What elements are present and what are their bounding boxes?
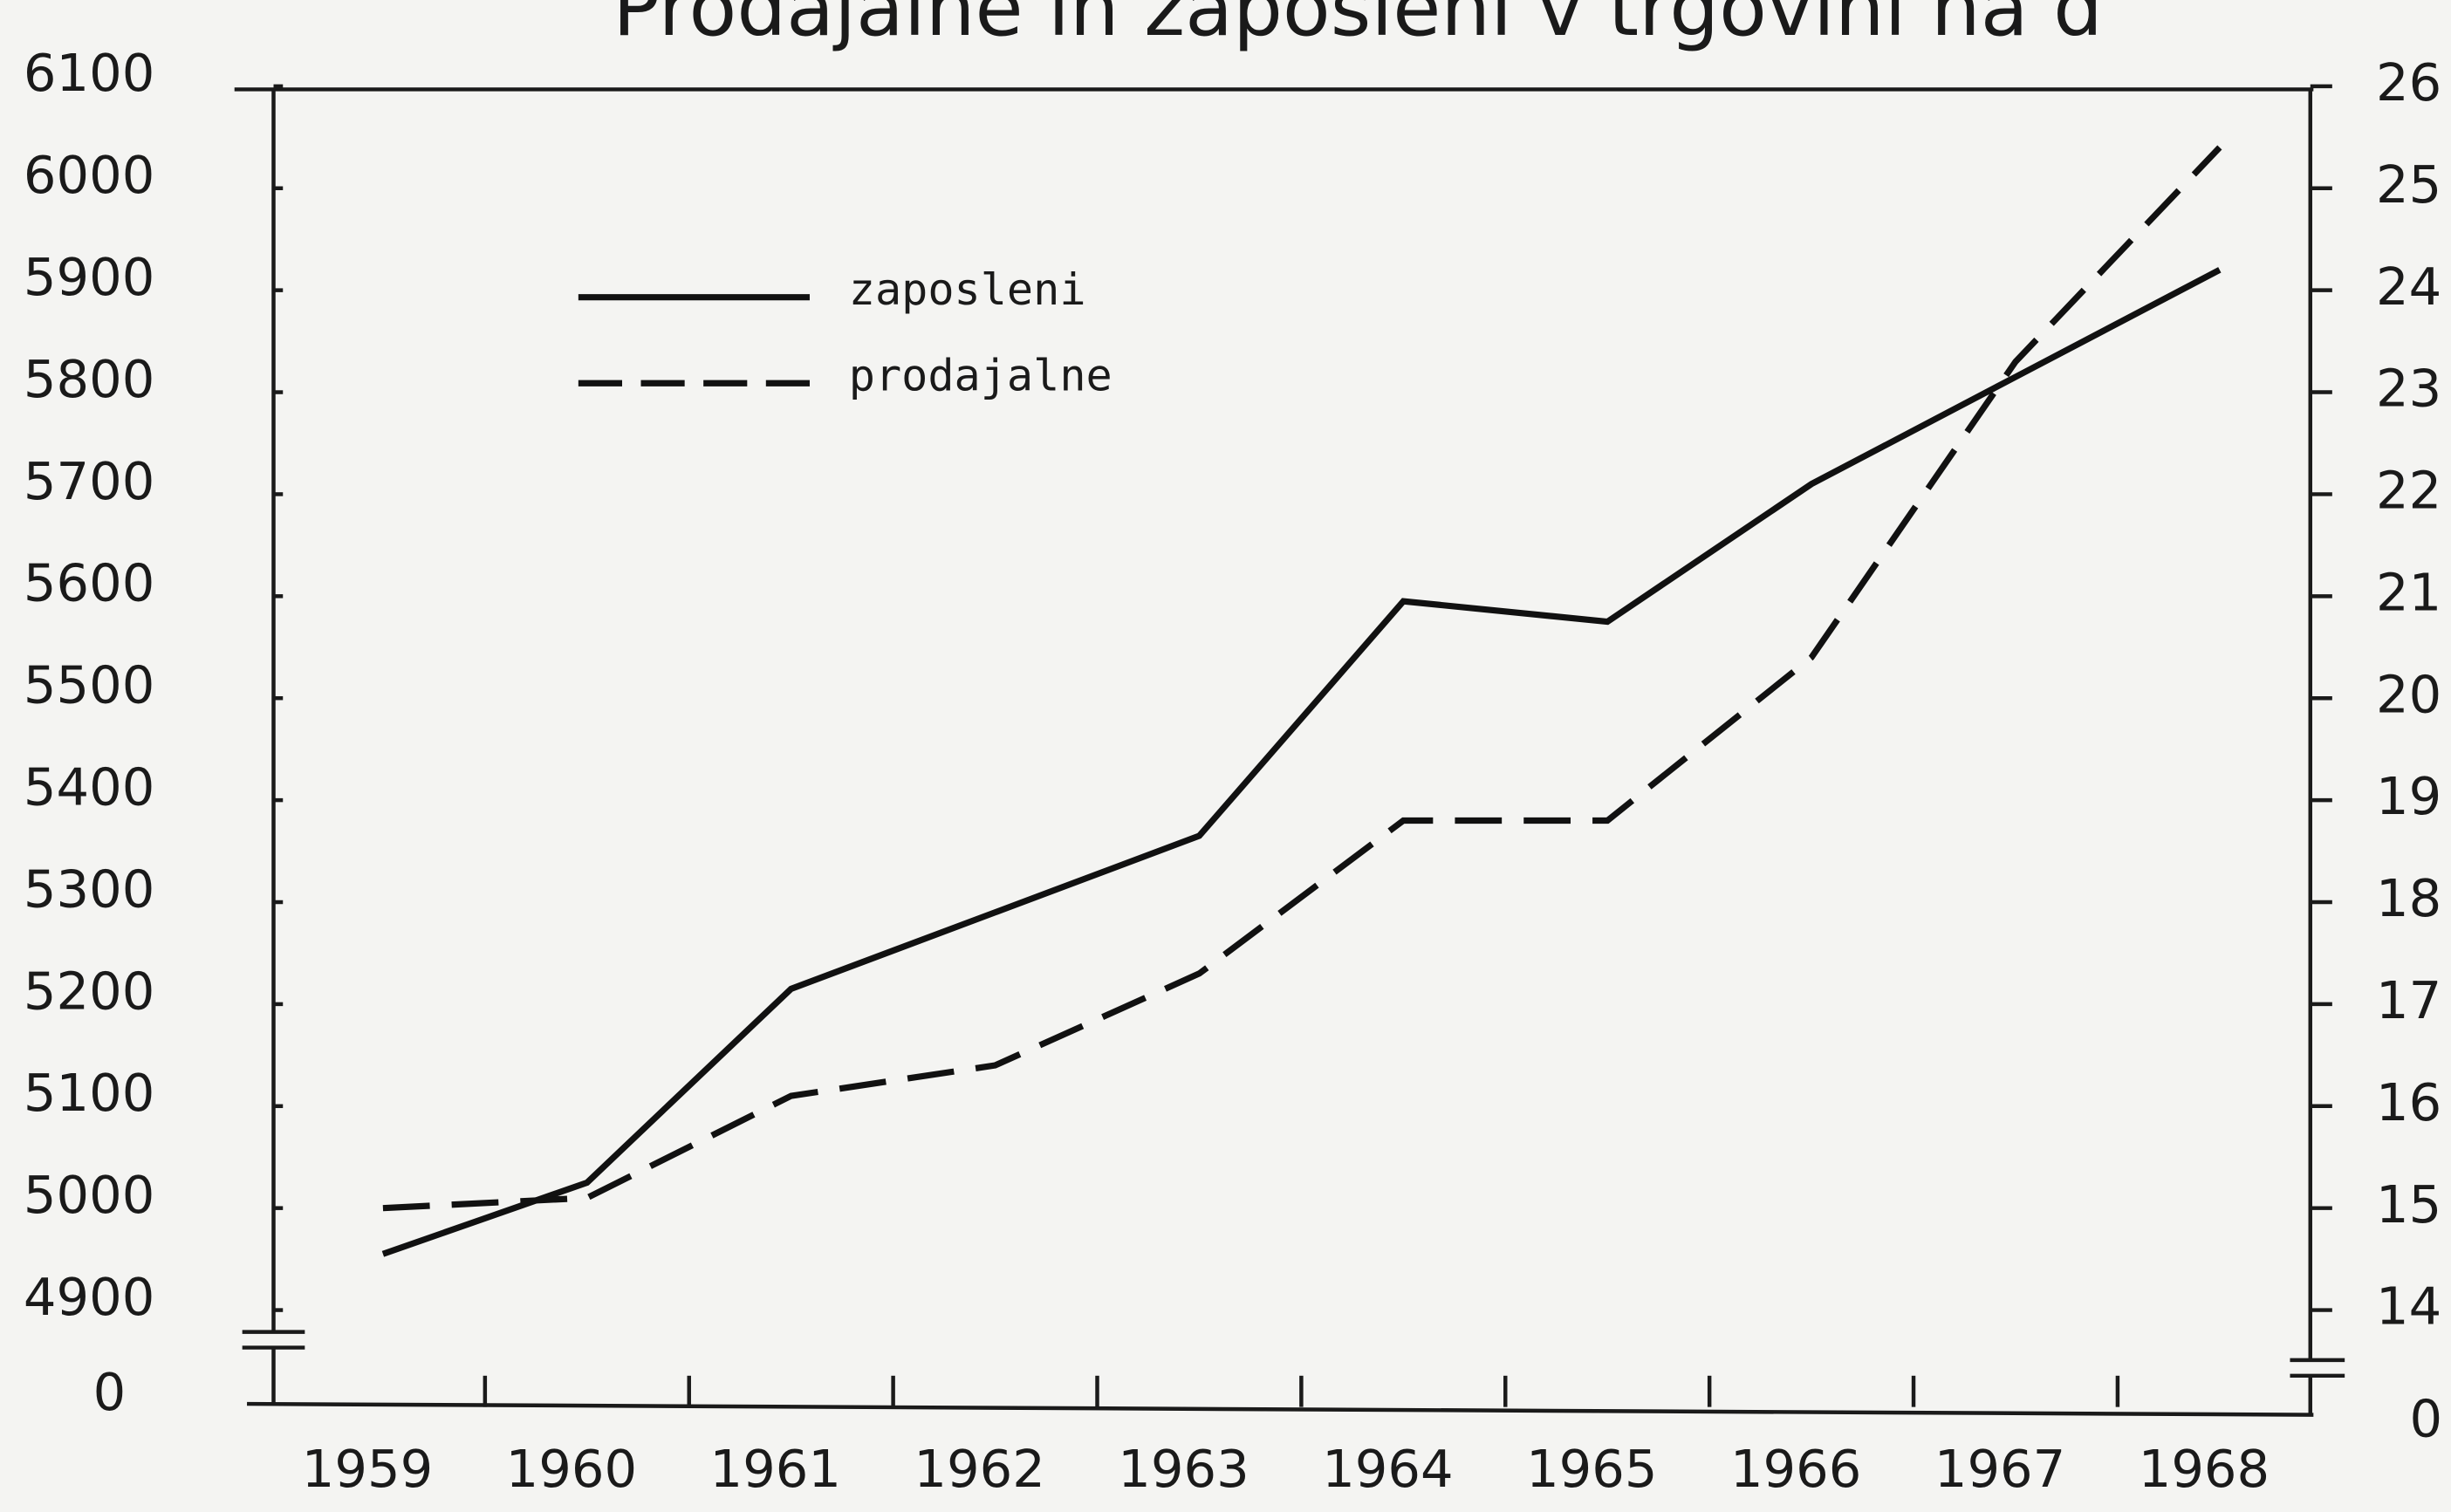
y2-tick-label: 15 — [2376, 1174, 2441, 1235]
y-break-label: 0 — [93, 1362, 127, 1422]
y-tick-label: 5700 — [24, 451, 154, 511]
y-tick-label: 5600 — [24, 553, 154, 613]
y2-tick-label: 23 — [2376, 359, 2441, 419]
y2-tick-label: 24 — [2376, 257, 2441, 317]
x-tick-label: 1961 — [710, 1439, 841, 1499]
x-tick-label: 1965 — [1526, 1439, 1657, 1499]
y-tick-label: 5500 — [24, 655, 154, 715]
series-line — [381, 267, 2222, 1257]
y2-tick-label: 26 — [2376, 52, 2441, 113]
y-tick-label: 5000 — [24, 1165, 154, 1225]
legend-label: prodajalne — [849, 349, 1113, 400]
x-tick-label: 1966 — [1730, 1439, 1861, 1499]
legend-label: zaposleni — [849, 263, 1086, 315]
x-tick-label: 1959 — [302, 1439, 433, 1499]
x-tick-label: 1968 — [2139, 1439, 2270, 1499]
y2-tick-label: 14 — [2376, 1276, 2441, 1337]
x-tick-label: 1962 — [914, 1439, 1044, 1499]
y-tick-label: 5900 — [24, 247, 154, 307]
y2-tick-label: 19 — [2376, 766, 2441, 826]
y2-tick-label: 20 — [2376, 664, 2441, 724]
y-tick-label: 6000 — [24, 145, 154, 205]
y2-break-label: 0 — [2410, 1389, 2443, 1449]
chart-title: Prodajalne in zaposleni v trgovini na d — [613, 0, 2103, 54]
x-axis — [247, 1401, 2314, 1417]
y2-tick-label: 16 — [2376, 1072, 2441, 1132]
x-tick-label: 1960 — [506, 1439, 637, 1499]
y2-tick-label: 17 — [2376, 970, 2441, 1030]
y2-tick-label: 22 — [2376, 461, 2441, 521]
y2-tick-label: 18 — [2376, 868, 2441, 928]
y2-tick-label: 25 — [2376, 154, 2441, 215]
y-tick-label: 5300 — [24, 859, 154, 919]
x-tick-label: 1964 — [1322, 1439, 1453, 1499]
y-tick-label: 5200 — [24, 961, 154, 1021]
series-line — [382, 145, 2222, 1212]
y2-tick-label: 21 — [2376, 562, 2441, 622]
y-tick-label: 5400 — [24, 756, 154, 817]
y-tick-label: 6100 — [24, 43, 154, 103]
y-tick-label: 5800 — [24, 349, 154, 409]
y-tick-label: 5100 — [24, 1063, 154, 1123]
x-tick-label: 1963 — [1118, 1439, 1249, 1499]
y-tick-label: 4900 — [24, 1267, 154, 1327]
x-tick-label: 1967 — [1934, 1439, 2065, 1499]
